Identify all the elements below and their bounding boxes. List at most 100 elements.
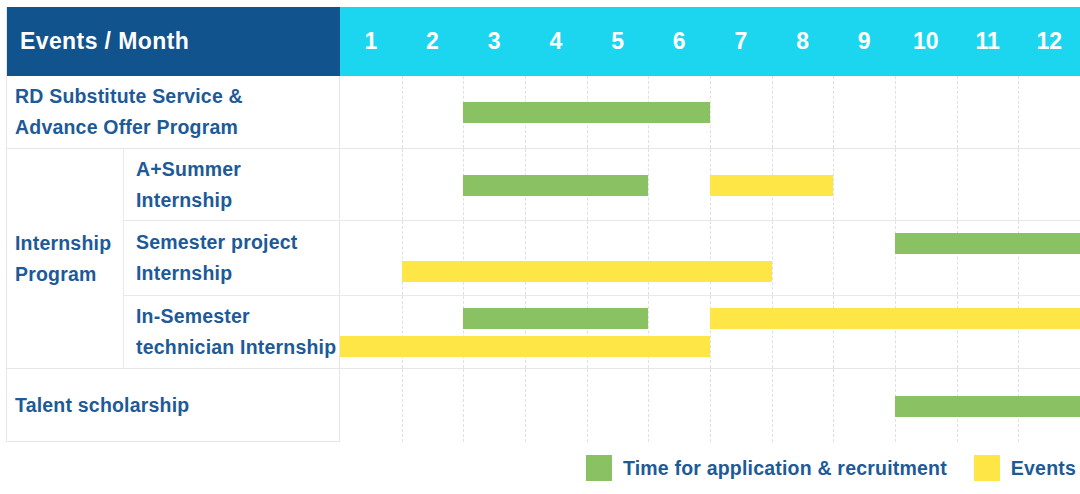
events-month-table: Events / Month 123456789101112 RD Substi…: [6, 7, 1080, 442]
month-gridline: [833, 369, 834, 442]
month-gridline: [710, 221, 711, 295]
chart-area-talent-scholarship: [340, 369, 1080, 442]
month-label-12: 12: [1018, 7, 1080, 76]
month-gridline: [463, 221, 464, 295]
legend-swatch-events: [974, 455, 1000, 481]
month-gridline: [1018, 76, 1019, 148]
row-label-line: A+Summer: [136, 154, 339, 185]
row-label-rd-substitute-service: RD Substitute Service & Advance Offer Pr…: [7, 76, 340, 148]
row-label-line: technician Internship: [136, 332, 339, 363]
gantt-bar-events: [340, 336, 710, 357]
month-gridline: [648, 296, 649, 368]
gantt-bar-recruitment: [463, 308, 648, 329]
month-gridline: [772, 296, 773, 368]
month-gridline: [525, 221, 526, 295]
row-label-line: In-Semester: [136, 301, 339, 332]
row-talent-scholarship: Talent scholarship: [7, 369, 1080, 442]
month-gridline: [463, 369, 464, 442]
month-gridline: [710, 76, 711, 148]
row-label-line: Semester project: [136, 227, 339, 258]
month-gridline: [833, 76, 834, 148]
month-gridline: [402, 149, 403, 220]
row-label-line: Internship: [136, 258, 339, 289]
row-rd-substitute-service: RD Substitute Service & Advance Offer Pr…: [7, 76, 1080, 149]
chart-area-a-summer-internship: [340, 149, 1080, 220]
row-label-line: RD Substitute Service &: [15, 81, 339, 112]
month-label-5: 5: [587, 7, 649, 76]
month-gridline: [1018, 149, 1019, 220]
row-label-a-summer-internship: A+Summer Internship: [124, 149, 340, 220]
gantt-bar-events: [402, 261, 772, 282]
internship-subrows: A+Summer Internship Semester project Int…: [124, 149, 1080, 368]
month-gridline: [710, 369, 711, 442]
month-label-7: 7: [710, 7, 772, 76]
month-header-row: 123456789101112: [340, 7, 1080, 76]
row-label-semester-project-internship: Semester project Internship: [124, 221, 340, 295]
month-gridline: [463, 296, 464, 368]
month-label-10: 10: [895, 7, 957, 76]
month-label-2: 2: [402, 7, 464, 76]
gantt-bar-recruitment: [895, 396, 1080, 417]
month-gridline: [895, 149, 896, 220]
month-gridline: [833, 149, 834, 220]
month-label-11: 11: [957, 7, 1019, 76]
month-gridline: [1018, 296, 1019, 368]
month-gridline: [772, 221, 773, 295]
gantt-bar-events: [710, 175, 833, 196]
legend-label-events: Events: [1011, 457, 1076, 480]
month-gridline: [648, 149, 649, 220]
month-gridline: [895, 76, 896, 148]
row-label-line: Talent scholarship: [15, 390, 339, 421]
month-gridline: [402, 296, 403, 368]
month-gridline: [587, 296, 588, 368]
row-semester-project-internship: Semester project Internship: [124, 221, 1080, 296]
gantt-bar-events: [710, 308, 1080, 329]
month-label-9: 9: [833, 7, 895, 76]
legend-swatch-recruitment: [586, 455, 612, 481]
month-gridline: [895, 296, 896, 368]
month-gridline: [772, 76, 773, 148]
legend-item-events: Events: [974, 455, 1076, 481]
month-gridline: [648, 221, 649, 295]
month-gridline: [957, 76, 958, 148]
chart-area-in-semester-technician-internship: [340, 296, 1080, 368]
month-gridline: [648, 369, 649, 442]
row-label-line: Internship: [136, 185, 339, 216]
legend-label-recruitment: Time for application & recruitment: [623, 457, 947, 480]
group-label-internship-program: Internship Program: [7, 149, 124, 368]
group-label-line: Program: [15, 259, 123, 290]
month-label-1: 1: [340, 7, 402, 76]
month-gridline: [833, 296, 834, 368]
group-label-line: Internship: [15, 228, 123, 259]
gantt-bar-recruitment: [463, 102, 710, 123]
month-gridline: [957, 296, 958, 368]
row-in-semester-technician-internship: In-Semester technician Internship: [124, 296, 1080, 368]
month-gridline: [957, 149, 958, 220]
row-label-in-semester-technician-internship: In-Semester technician Internship: [124, 296, 340, 368]
month-gridline: [402, 221, 403, 295]
chart-area-rd-substitute-service: [340, 76, 1080, 148]
month-gridline: [402, 76, 403, 148]
gantt-bar-recruitment: [895, 233, 1080, 254]
month-gridline: [772, 369, 773, 442]
month-gridline: [833, 221, 834, 295]
row-label-line: Advance Offer Program: [15, 112, 339, 143]
month-label-8: 8: [772, 7, 834, 76]
month-gridline: [587, 221, 588, 295]
month-label-4: 4: [525, 7, 587, 76]
row-a-summer-internship: A+Summer Internship: [124, 149, 1080, 221]
chart-area-semester-project-internship: [340, 221, 1080, 295]
table-header-row: Events / Month 123456789101112: [7, 7, 1080, 76]
month-gridline: [710, 296, 711, 368]
gantt-bar-recruitment: [463, 175, 648, 196]
month-label-6: 6: [648, 7, 710, 76]
month-label-3: 3: [463, 7, 525, 76]
month-gridline: [587, 369, 588, 442]
row-group-internship-program: Internship Program A+Summer Internship S…: [7, 149, 1080, 369]
header-title-cell: Events / Month: [7, 7, 340, 76]
month-gridline: [525, 296, 526, 368]
month-gridline: [525, 369, 526, 442]
legend-item-recruitment: Time for application & recruitment: [586, 455, 947, 481]
row-label-talent-scholarship: Talent scholarship: [7, 369, 340, 442]
legend: Time for application & recruitment Event…: [6, 442, 1076, 494]
